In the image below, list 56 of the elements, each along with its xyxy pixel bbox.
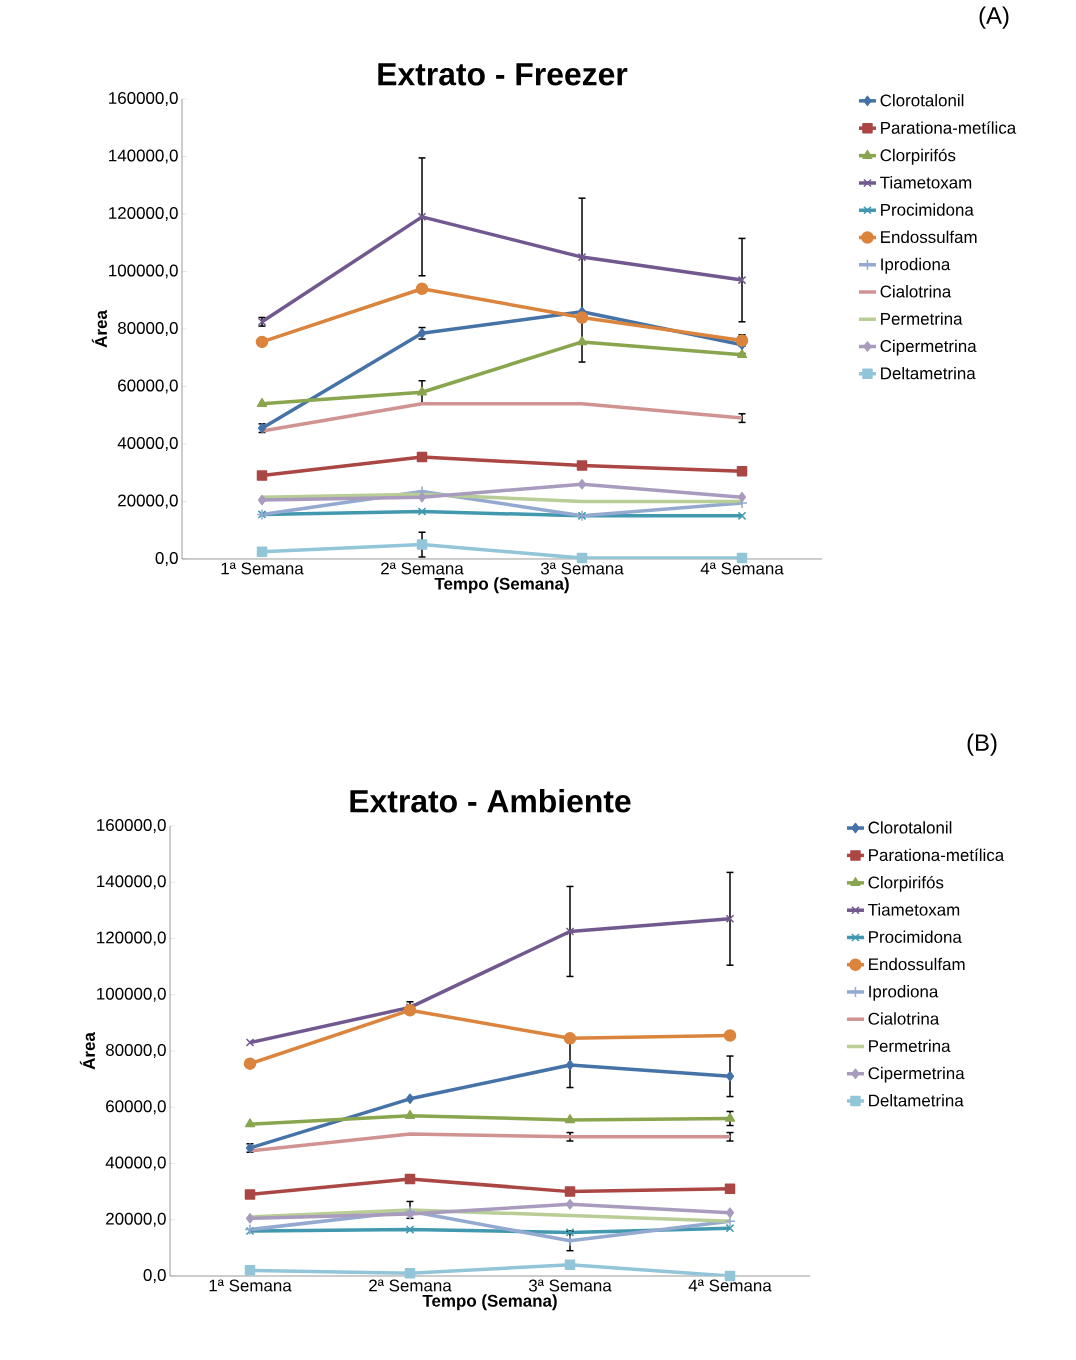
- chart-title: Extrato - Freezer: [378, 63, 628, 86]
- legend-label: Cialotrina: [880, 285, 952, 298]
- text: (A): [979, 6, 1009, 29]
- legend-label: Iprodiona: [869, 985, 939, 1001]
- legend-label: Clorotalonil: [880, 93, 964, 107]
- y-tick-label: 60000,0: [106, 1100, 166, 1115]
- text: (B): [967, 733, 997, 756]
- y-tick-label: 80000,0: [117, 321, 178, 336]
- x-tick-label: 1ª Semana: [221, 562, 304, 575]
- legend-label: Permetrina: [881, 312, 963, 325]
- y-tick-label: 120000,0: [97, 931, 166, 946]
- legend-label: Endossulfam: [869, 957, 965, 971]
- x-tick-label: 1ª Semana: [209, 1279, 292, 1292]
- y-tick-label: 100000,0: [97, 987, 166, 1002]
- legend-label: Permetrina: [869, 1039, 951, 1053]
- legend-label: Clorotalonil: [868, 821, 952, 834]
- x-tick-label: 4ª Semana: [700, 562, 784, 575]
- x-tick-label: 4ª Semana: [688, 1279, 772, 1292]
- y-axis-title: Área: [91, 310, 108, 348]
- legend-label: Deltametrina: [869, 1094, 964, 1107]
- legend-label: Clorpirifós: [880, 148, 956, 165]
- y-tick-label: 20000,0: [118, 494, 178, 509]
- y-tick-label: 40000,0: [105, 1156, 166, 1171]
- legend-label: Procimidona: [869, 930, 962, 944]
- legend-label: Deltametrina: [881, 366, 976, 380]
- y-axis-title: Área: [79, 1032, 96, 1070]
- y-tick-label: 0,0: [155, 551, 178, 566]
- legend-label: Procimidona: [881, 203, 974, 216]
- y-tick-label: 20000,0: [106, 1212, 166, 1227]
- x-tick-label: 3ª Semana: [528, 1279, 612, 1292]
- legend-label: Clorpirifós: [868, 875, 944, 892]
- y-tick-label: 120000,0: [109, 206, 178, 221]
- y-tick-label: 60000,0: [118, 379, 178, 394]
- y-tick-label: 140000,0: [109, 149, 178, 164]
- y-tick-label: 140000,0: [97, 875, 166, 890]
- legend-label: Cialotrina: [868, 1012, 940, 1025]
- x-tick-label: 2ª Semana: [369, 1279, 452, 1292]
- x-tick-label: 2ª Semana: [381, 562, 464, 575]
- legend-label: Tiametoxam: [880, 176, 972, 189]
- y-tick-label: 160000,0: [97, 818, 166, 833]
- legend-label: Iprodiona: [881, 257, 951, 274]
- legend-label: Tiametoxam: [868, 903, 960, 916]
- y-tick-label: 0,0: [143, 1269, 166, 1283]
- y-tick-label: 40000,0: [117, 436, 178, 451]
- y-tick-label: 100000,0: [109, 264, 178, 279]
- y-tick-label: 160000,0: [109, 91, 178, 106]
- legend-label: Cipermetrina: [880, 339, 977, 356]
- x-axis-title: Tempo (Semana): [422, 1294, 557, 1311]
- legend-label: Parationa-metílica: [869, 848, 1005, 862]
- legend-label: Parationa-metílica: [881, 121, 1017, 134]
- x-axis-title: Tempo (Semana): [434, 577, 569, 594]
- legend-label: Endossulfam: [881, 230, 977, 244]
- x-tick-label: 3ª Semana: [540, 562, 624, 575]
- legend-label: Cipermetrina: [868, 1066, 965, 1083]
- y-tick-label: 80000,0: [105, 1043, 166, 1058]
- chart-title: Extrato - Ambiente: [350, 789, 631, 813]
